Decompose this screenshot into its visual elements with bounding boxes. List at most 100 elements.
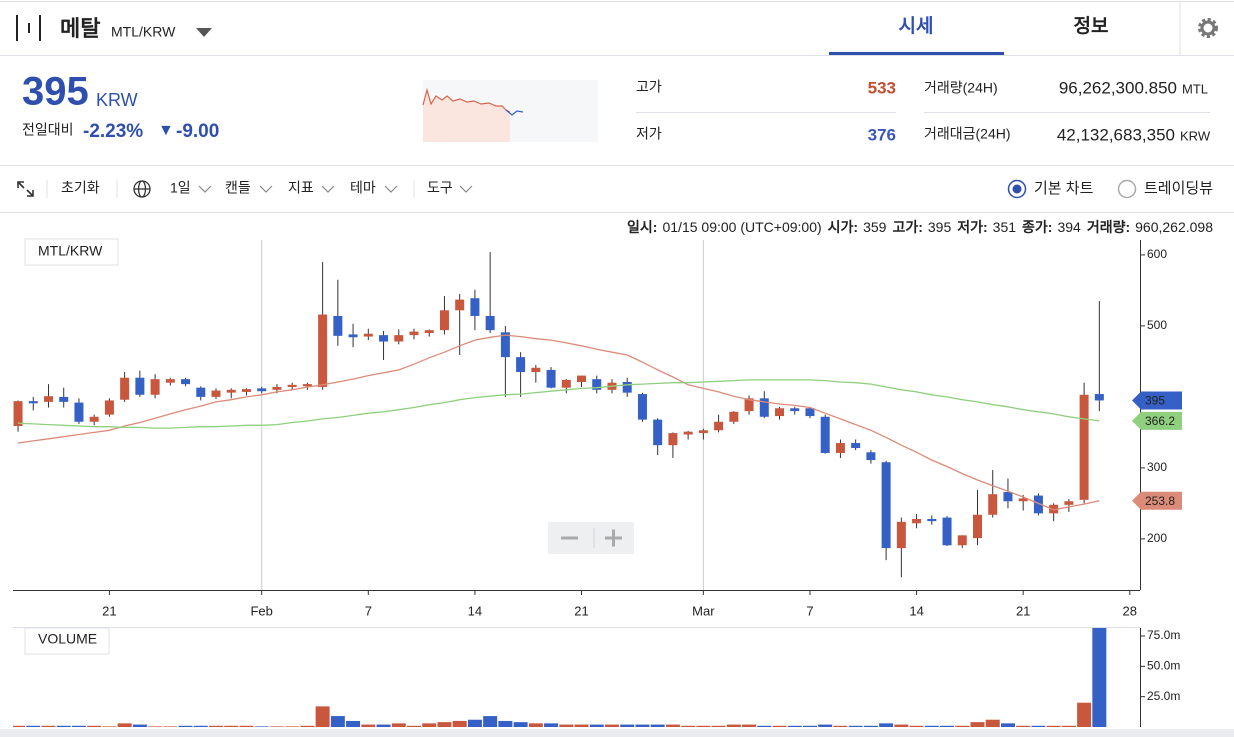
volume-bar xyxy=(467,719,482,727)
candle-body xyxy=(318,314,328,387)
stat-label: 고가 xyxy=(636,79,662,95)
toolbar-item[interactable]: 도구 xyxy=(427,180,453,196)
charts: 21 Feb 7 14 21 Mar 7 14 21 28 200 300 500 600 253.8 366… xyxy=(13,240,1182,727)
zoom-in[interactable] xyxy=(605,529,622,547)
info-label: 일시: xyxy=(627,219,657,235)
change-arrow: ▼ xyxy=(158,122,174,139)
dropdown[interactable] xyxy=(196,28,212,37)
candle-body xyxy=(500,332,510,358)
toolbar-item[interactable]: 지표 xyxy=(288,180,314,196)
volume-bar xyxy=(193,725,208,727)
volume-bar xyxy=(726,724,741,727)
x-tick-label: Mar xyxy=(692,603,715,618)
info-label: 고가: xyxy=(892,219,922,235)
volume-bar xyxy=(483,716,498,727)
chart-label-box xyxy=(24,627,110,655)
toolbar-item[interactable]: 캔들 xyxy=(225,180,251,196)
volume-bar xyxy=(13,725,26,727)
candle-body xyxy=(744,398,754,412)
volume-bar xyxy=(970,722,985,727)
info-value: 394 xyxy=(1057,219,1081,235)
globe-icon[interactable] xyxy=(133,180,151,198)
volume-bar xyxy=(650,724,665,727)
volume-bar xyxy=(1000,723,1015,727)
chart-mode[interactable]: 기본 차트 xyxy=(1034,180,1094,197)
candle-body xyxy=(1094,394,1104,401)
toolbar-item[interactable]: 1일 xyxy=(170,180,191,196)
volume-bar xyxy=(940,725,955,727)
volume-bar xyxy=(346,720,361,727)
y-tick-label: 200 xyxy=(1147,531,1167,545)
pair: MTL/KRW xyxy=(111,24,176,40)
settings-icon[interactable] xyxy=(1198,18,1218,38)
chart-mode[interactable]: 트레이딩뷰 xyxy=(1144,180,1213,197)
fullscreen-icon[interactable] xyxy=(17,181,34,197)
volume-bar xyxy=(620,724,635,727)
candle-body xyxy=(622,381,632,393)
volume-bar xyxy=(132,724,147,727)
toolbar-item[interactable]: 테마 xyxy=(350,180,376,196)
candle-body xyxy=(287,384,297,387)
candle-body xyxy=(439,310,449,331)
volume-bar xyxy=(787,725,802,727)
volume-bar xyxy=(1046,725,1061,727)
volume-bar xyxy=(376,724,391,727)
price-tag-label: 395 xyxy=(1145,394,1165,408)
price-unit: KRW xyxy=(96,90,138,110)
volume-bar xyxy=(559,724,574,727)
volume-bar xyxy=(513,722,528,727)
candle-body xyxy=(135,377,145,395)
x-tick-label: Feb xyxy=(250,603,272,618)
candle-body xyxy=(394,335,404,342)
candle-body xyxy=(729,411,739,422)
tab[interactable]: 정보 xyxy=(1074,15,1109,37)
volume-bar xyxy=(833,725,848,727)
volume-bar xyxy=(315,706,330,727)
candle-body xyxy=(104,400,114,415)
volume-bar xyxy=(1077,702,1092,727)
y-tick-label: 300 xyxy=(1147,460,1167,474)
candle-body xyxy=(1049,504,1059,514)
volume-bar xyxy=(239,725,254,727)
candle-body xyxy=(120,377,130,400)
toolbar-item[interactable]: 초기화 xyxy=(61,180,100,196)
volume-bar xyxy=(300,725,315,727)
radio[interactable] xyxy=(1117,179,1137,199)
moving-average xyxy=(17,379,1100,429)
sparkline-tail xyxy=(505,109,524,116)
candle-body xyxy=(1003,492,1013,502)
volume-bar xyxy=(544,723,559,727)
radio-selected[interactable] xyxy=(1007,179,1027,199)
volume-bar xyxy=(1092,628,1107,727)
volume-bar xyxy=(848,725,863,727)
candle-body xyxy=(561,379,571,388)
volume-bar xyxy=(757,725,772,727)
candle-body xyxy=(409,331,419,336)
candle-body xyxy=(150,379,160,395)
x-tick-label: 7 xyxy=(365,603,372,618)
volume-bar xyxy=(681,725,696,727)
volume-bar xyxy=(26,725,41,727)
volume-bar xyxy=(361,724,376,727)
volume-bar xyxy=(102,726,117,727)
candle-body xyxy=(866,452,876,461)
stat-value: 376 xyxy=(868,125,896,144)
candle-body xyxy=(1018,498,1028,502)
chart-label-box xyxy=(24,238,119,266)
volume-bar xyxy=(589,724,604,727)
volume-bar xyxy=(71,725,86,727)
info-value: 395 xyxy=(928,219,952,235)
volume-bar xyxy=(665,724,680,727)
sparkline-area xyxy=(423,90,510,142)
candle-body xyxy=(592,379,602,390)
candle-body xyxy=(165,379,175,383)
x-tick-label: 7 xyxy=(806,603,813,618)
tab-active[interactable]: 시세 xyxy=(899,15,934,37)
price-tag-label: 253.8 xyxy=(1145,494,1175,508)
candle-body xyxy=(683,431,693,435)
candle-body xyxy=(546,369,556,388)
change-pct: -2.23% xyxy=(83,121,143,142)
volume-bar xyxy=(406,725,421,727)
tab-underline xyxy=(829,52,1004,55)
y-tick-label: 600 xyxy=(1147,247,1167,261)
